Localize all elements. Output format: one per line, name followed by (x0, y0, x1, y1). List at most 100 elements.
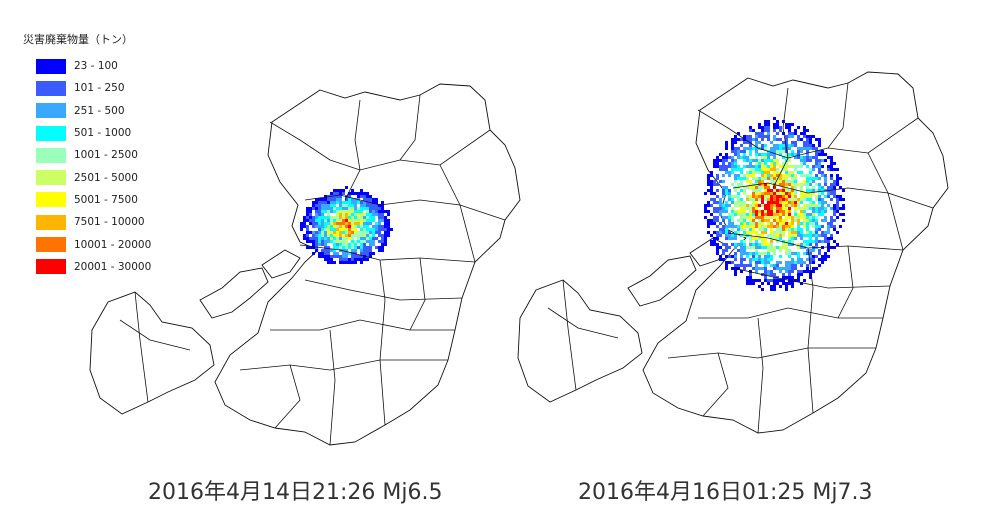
damage-cell (761, 126, 764, 129)
damage-cell (776, 123, 779, 126)
municipal-boundary (134, 291, 149, 403)
damage-cell (330, 258, 333, 261)
damage-cell (336, 228, 339, 231)
damage-cell (725, 225, 728, 228)
damage-cell (788, 126, 791, 129)
damage-cell (351, 234, 354, 237)
damage-cell (770, 270, 773, 273)
damage-cell (345, 219, 348, 222)
damage-cell (734, 258, 737, 261)
damage-cell (782, 204, 785, 207)
damage-cell (824, 252, 827, 255)
damage-cell (345, 240, 348, 243)
damage-cell (776, 264, 779, 267)
damage-cell (731, 159, 734, 162)
damage-cell (321, 201, 324, 204)
damage-cell (351, 198, 354, 201)
damage-cell (782, 141, 785, 144)
damage-cell (710, 183, 713, 186)
damage-cell (800, 216, 803, 219)
damage-cell (381, 213, 384, 216)
damage-cell (342, 246, 345, 249)
damage-cell (791, 285, 794, 288)
damage-cell (749, 279, 752, 282)
damage-cell (809, 168, 812, 171)
damage-cell (761, 135, 764, 138)
damage-cell (794, 264, 797, 267)
damage-cell (363, 258, 366, 261)
damage-cell (752, 219, 755, 222)
municipal-boundary (697, 109, 759, 149)
damage-cell (324, 255, 327, 258)
damage-cell (809, 147, 812, 150)
damage-cell (821, 258, 824, 261)
damage-cell (725, 201, 728, 204)
damage-cell (360, 234, 363, 237)
damage-cell (743, 165, 746, 168)
damage-cell (369, 255, 372, 258)
damage-cell (339, 192, 342, 195)
damage-cell (725, 216, 728, 219)
damage-cell (758, 162, 761, 165)
damage-cell (767, 255, 770, 258)
damage-cell (806, 243, 809, 246)
damage-cell (764, 261, 767, 264)
damage-cell (785, 243, 788, 246)
prefecture-outline (517, 279, 643, 403)
damage-cell (818, 189, 821, 192)
damage-cell (375, 201, 378, 204)
damage-cell (761, 192, 764, 195)
damage-cell (707, 210, 710, 213)
damage-cell (785, 213, 788, 216)
damage-cell (306, 231, 309, 234)
damage-cell (776, 216, 779, 219)
damage-cell (360, 204, 363, 207)
damage-cell (740, 210, 743, 213)
damage-cell (791, 195, 794, 198)
legend-swatch (36, 192, 66, 208)
damage-cell (327, 237, 330, 240)
damage-cell (839, 198, 842, 201)
damage-cell (797, 225, 800, 228)
damage-cell (743, 231, 746, 234)
damage-cell (794, 219, 797, 222)
damage-cell (776, 246, 779, 249)
damage-cell (830, 156, 833, 159)
damage-cell (767, 246, 770, 249)
damage-cell (806, 189, 809, 192)
damage-cell (375, 237, 378, 240)
damage-cell (833, 168, 836, 171)
damage-cell (779, 165, 782, 168)
damage-cell (800, 243, 803, 246)
damage-cell (821, 186, 824, 189)
damage-cell (815, 267, 818, 270)
damage-cell (704, 210, 707, 213)
damage-cell (315, 240, 318, 243)
damage-cell (384, 234, 387, 237)
damage-cell (764, 156, 767, 159)
damage-cell (785, 195, 788, 198)
damage-cell (743, 141, 746, 144)
damage-cell (827, 222, 830, 225)
damage-cell (803, 207, 806, 210)
damage-cell (809, 141, 812, 144)
damage-cell (321, 237, 324, 240)
damage-cell (378, 246, 381, 249)
damage-cell (788, 231, 791, 234)
damage-cell (360, 240, 363, 243)
damage-cell (731, 237, 734, 240)
damage-cell (351, 216, 354, 219)
damage-cell (761, 177, 764, 180)
damage-cell (758, 219, 761, 222)
damage-cell (827, 231, 830, 234)
damage-cell (770, 153, 773, 156)
damage-cell (375, 228, 378, 231)
damage-cell (809, 261, 812, 264)
damage-cell (321, 228, 324, 231)
damage-cell (351, 228, 354, 231)
damage-cell (755, 258, 758, 261)
damage-cell (731, 162, 734, 165)
damage-cell (345, 255, 348, 258)
damage-cell (824, 258, 827, 261)
damage-cell (809, 219, 812, 222)
